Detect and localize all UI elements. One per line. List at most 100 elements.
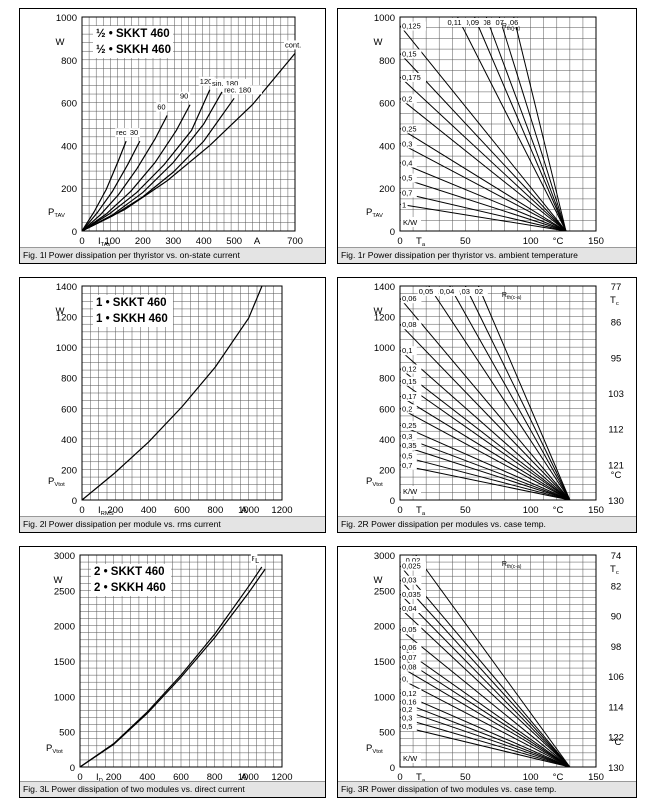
x-tick-label: 0 [397,236,402,247]
x-axis-label: Ta [416,772,426,781]
series-label: 0,12 [402,689,417,698]
y-tick-label: 1500 [374,657,395,668]
series-line [399,565,571,768]
y-tick-label: 600 [61,99,77,110]
series-label: rec [116,128,127,137]
y-tick-label: 2500 [374,586,395,597]
series-line [428,285,571,501]
y-tick-label: 400 [61,141,77,152]
series-line [399,444,571,501]
series-label: 0,2 [402,705,412,714]
y2-tick-label: 114 [608,702,623,713]
chart-svg-fig2r: 0 50 100 150 0 200 400 600 800 1000 1200 1400 W °C Ta P… [366,282,624,516]
series-label: 30 [130,128,138,137]
y-tick-label: 0 [390,227,395,238]
x-axis-label: ITAV [98,236,111,247]
series-label-bg [156,102,168,112]
series-label-bg [179,91,191,101]
y-unit-label: W [374,37,383,48]
legend-entry: 1 • SKKT 460 [96,297,167,309]
y-unit-label: W [56,306,65,317]
series-label: 0,35 [402,441,417,450]
y-tick-label: 2000 [374,622,395,633]
plot-frame [81,285,283,501]
x-unit-label: A [254,236,261,247]
y-tick-label: 1400 [374,282,395,293]
series-label: 0,03 [402,576,417,585]
series-line [399,203,567,232]
x-tick-label: 800 [207,772,223,781]
legend-entry: 2 • SKKT 460 [94,566,165,578]
y-tick-label: 1200 [374,313,395,324]
x-tick-label: 400 [141,505,157,516]
x-tick-label: 200 [135,236,151,247]
series-label-bg [401,625,422,635]
y2-tick-label: 106 [608,672,624,683]
series-line [399,464,570,501]
y2-tick-label: 130 [608,496,624,507]
series-label: 0,25 [402,124,417,133]
x-tick-label: 50 [460,505,471,516]
series-label: 60 [157,102,165,111]
series-line [399,162,567,232]
legend-entry: ½ • SKKH 460 [96,44,171,56]
series-label-bg [446,18,467,27]
series-line [399,678,571,768]
y-tick-label: 800 [61,374,77,385]
chart-svg-fig1r: 0 50 100 15002004006008001000W°CTaPTAV0,060… [366,13,604,247]
y-tick-label: 200 [61,184,77,195]
x-tick-label: 0 [79,505,84,516]
series-lines [79,566,266,768]
y-tick-label: 600 [379,404,395,415]
series-label: 0,5 [402,174,412,183]
chart-panel-fig1r: 0 50 100 150 0 200 400 600 800 1000 W °C Ta PTAV 0,06 0… [337,8,637,264]
parameter-unit-label: K/W [403,218,418,227]
series-label: 0,5 [402,722,412,731]
y2-tick-label: 130 [608,763,624,774]
series-label-bg [284,40,309,50]
y-unit-label: W [374,306,383,317]
series-line [399,380,571,501]
chart-panel-fig1l: 0 100 200 300 400 500 700 0 200 400 600 800 1000 W A IT… [19,8,326,264]
x-tick-label: 1200 [271,505,292,516]
x-unit-label: °C [553,236,564,247]
series-line [399,455,570,501]
y-tick-label: 400 [61,435,77,446]
y-tick-label: 800 [379,374,395,385]
param-unit-bg [401,753,421,763]
parameter-unit-label: K/W [403,487,418,496]
series-line [474,16,567,232]
series-label-bg [475,18,496,27]
series-line [399,424,571,501]
series-line [399,142,567,232]
series-label-bg [401,139,417,149]
series-label-bg [417,287,439,296]
series-label-bg [463,18,484,27]
series-line [399,191,567,232]
x-axis-label: Ta [416,505,426,516]
y-tick-label: 0 [390,763,395,774]
series-label: 0,08 [402,320,417,329]
y2-axis-label: Tc [610,295,619,307]
chart-caption: Fig. 2l Power dissipation per module vs.… [20,516,325,532]
y2-tick-label: 95 [611,353,622,364]
series-line [399,666,571,768]
y-tick-label: 400 [379,435,395,446]
series-label: 0,12 [402,365,417,374]
y2-tick-label: 74 [611,551,622,562]
y2-tick-label: 90 [611,612,622,623]
series-line [399,177,567,232]
series-line [81,97,235,232]
y-tick-label: 600 [61,404,77,415]
series-label: 0,02 [468,287,483,296]
y-axis-label: PVtot [46,743,63,755]
x-tick-label: 300 [165,236,181,247]
series-lines [399,285,571,501]
series-label-bg [401,440,422,450]
series-label-bg [401,21,426,31]
x-tick-label: 700 [287,236,303,247]
series-line [399,708,571,768]
series-label-bg [401,662,422,672]
series-label: 0,1 [402,346,412,355]
series-line [399,725,570,768]
